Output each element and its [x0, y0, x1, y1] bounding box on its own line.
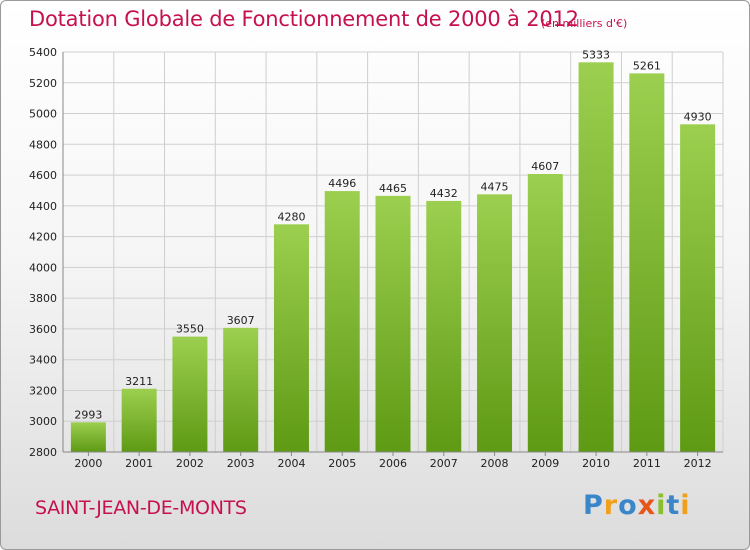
- y-tick-label: 3800: [29, 292, 57, 305]
- bar: [527, 174, 563, 452]
- logo-letter: o: [618, 490, 638, 521]
- data-label: 2993: [74, 408, 102, 421]
- bar: [375, 195, 411, 452]
- y-tick-label: 3000: [29, 415, 57, 428]
- logo-letter: r: [603, 490, 619, 521]
- x-tick-label: 2000: [74, 457, 102, 470]
- x-tick-label: 2011: [633, 457, 661, 470]
- x-tick-label: 2007: [430, 457, 458, 470]
- proxiti-logo: Proxiti: [583, 490, 691, 521]
- y-tick-label: 5200: [29, 77, 57, 90]
- data-label: 3607: [227, 314, 255, 327]
- x-tick-label: 2003: [227, 457, 255, 470]
- x-tick-label: 2012: [684, 457, 712, 470]
- x-tick-label: 2009: [531, 457, 559, 470]
- bar: [477, 194, 513, 453]
- y-tick-label: 4600: [29, 169, 57, 182]
- x-tick-label: 2006: [379, 457, 407, 470]
- data-label: 4930: [684, 110, 712, 123]
- data-label: 4496: [328, 177, 356, 190]
- data-label: 4465: [379, 182, 407, 195]
- data-label: 4432: [430, 187, 458, 200]
- y-tick-label: 2800: [29, 446, 57, 459]
- bar: [324, 191, 360, 453]
- y-tick-label: 4200: [29, 231, 57, 244]
- bar: [121, 388, 157, 452]
- x-tick-label: 2004: [277, 457, 305, 470]
- x-tick-label: 2005: [328, 457, 356, 470]
- chart-title: Dotation Globale de Fonctionnement de 20…: [29, 7, 579, 31]
- x-tick-label: 2001: [125, 457, 153, 470]
- y-tick-label: 4800: [29, 138, 57, 151]
- axes: 2800 3000 3200 3400 3600 3800 4000 4200 4400 4600…: [29, 46, 723, 470]
- data-label: 5333: [582, 48, 610, 61]
- data-label: 3550: [176, 323, 204, 336]
- data-label: 4475: [481, 180, 509, 193]
- logo-letter: i: [680, 490, 691, 521]
- logo-letter: t: [666, 490, 681, 521]
- bar: [70, 422, 106, 452]
- bar: [629, 73, 665, 452]
- bar: [680, 124, 716, 453]
- y-tick-label: 3400: [29, 354, 57, 367]
- bar: [273, 224, 309, 452]
- data-label: 4280: [277, 210, 305, 223]
- data-labels: 2993 3211 3550 3607 4280 4496 4465 4432 4475 4607…: [74, 48, 711, 421]
- logo-letter: i: [656, 490, 667, 521]
- bar: [223, 327, 259, 452]
- bar: [172, 336, 208, 452]
- x-tick-label: 2002: [176, 457, 204, 470]
- logo-letter: P: [583, 490, 604, 521]
- data-label: 3211: [125, 375, 153, 388]
- logo-letter: x: [637, 490, 657, 521]
- y-tick-label: 3600: [29, 323, 57, 336]
- y-tick-label: 5000: [29, 108, 57, 121]
- chart-subtitle: (en milliers d'€): [541, 17, 628, 30]
- data-label: 5261: [633, 59, 661, 72]
- data-label: 4607: [531, 160, 559, 173]
- bar: [578, 62, 614, 453]
- y-tick-label: 4400: [29, 200, 57, 213]
- y-tick-label: 3200: [29, 384, 57, 397]
- y-tick-label: 5400: [29, 46, 57, 59]
- y-tick-label: 4000: [29, 261, 57, 274]
- bar: [426, 200, 462, 452]
- location-name: SAINT-JEAN-DE-MONTS: [35, 497, 247, 519]
- x-tick-label: 2010: [582, 457, 610, 470]
- bars: [70, 62, 716, 453]
- x-tick-label: 2008: [481, 457, 509, 470]
